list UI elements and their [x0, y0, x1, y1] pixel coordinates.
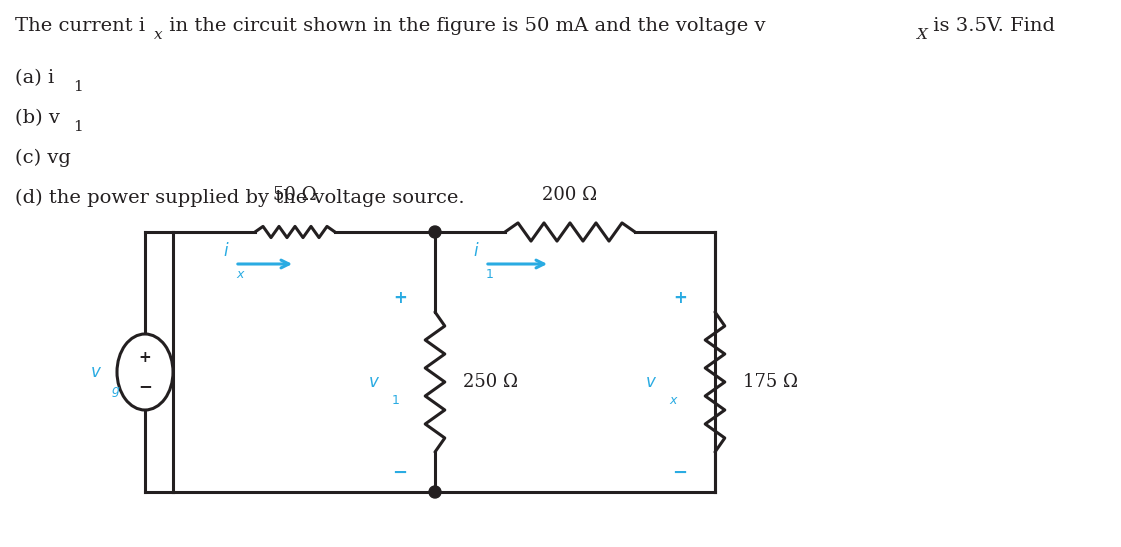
Text: $v$: $v$: [645, 373, 657, 391]
Ellipse shape: [117, 334, 173, 410]
Circle shape: [429, 226, 441, 238]
Text: in the circuit shown in the figure is 50 mA and the voltage v: in the circuit shown in the figure is 50…: [163, 17, 766, 35]
Text: (a) i: (a) i: [15, 69, 54, 87]
Text: −: −: [673, 464, 687, 482]
Text: The current i: The current i: [15, 17, 145, 35]
Text: 1: 1: [392, 394, 400, 407]
Text: $v$: $v$: [368, 373, 380, 391]
Text: $i$: $i$: [223, 242, 230, 260]
Text: is 3.5V. Find: is 3.5V. Find: [927, 17, 1055, 35]
Text: X: X: [917, 28, 928, 42]
Text: (d) the power supplied by the voltage source.: (d) the power supplied by the voltage so…: [15, 189, 464, 207]
Text: (b) v: (b) v: [15, 109, 59, 127]
Text: +: +: [673, 289, 687, 307]
Text: +: +: [139, 351, 151, 365]
Text: +: +: [393, 289, 407, 307]
Text: 250 Ω: 250 Ω: [463, 373, 518, 391]
Text: x: x: [154, 28, 163, 42]
Text: $i$: $i$: [473, 242, 480, 260]
Text: 175 Ω: 175 Ω: [743, 373, 798, 391]
Text: 1: 1: [487, 268, 494, 281]
Text: g: g: [112, 384, 120, 397]
Text: 1: 1: [74, 80, 83, 94]
Text: (c) vg: (c) vg: [15, 149, 71, 167]
Text: −: −: [392, 464, 408, 482]
Text: 200 Ω: 200 Ω: [543, 186, 597, 204]
Circle shape: [429, 486, 441, 498]
Text: −: −: [138, 377, 152, 395]
Text: x: x: [237, 268, 243, 281]
Text: x: x: [669, 394, 676, 407]
Text: 50 Ω: 50 Ω: [274, 186, 317, 204]
Text: $v$: $v$: [90, 363, 102, 381]
Text: 1: 1: [74, 120, 83, 134]
